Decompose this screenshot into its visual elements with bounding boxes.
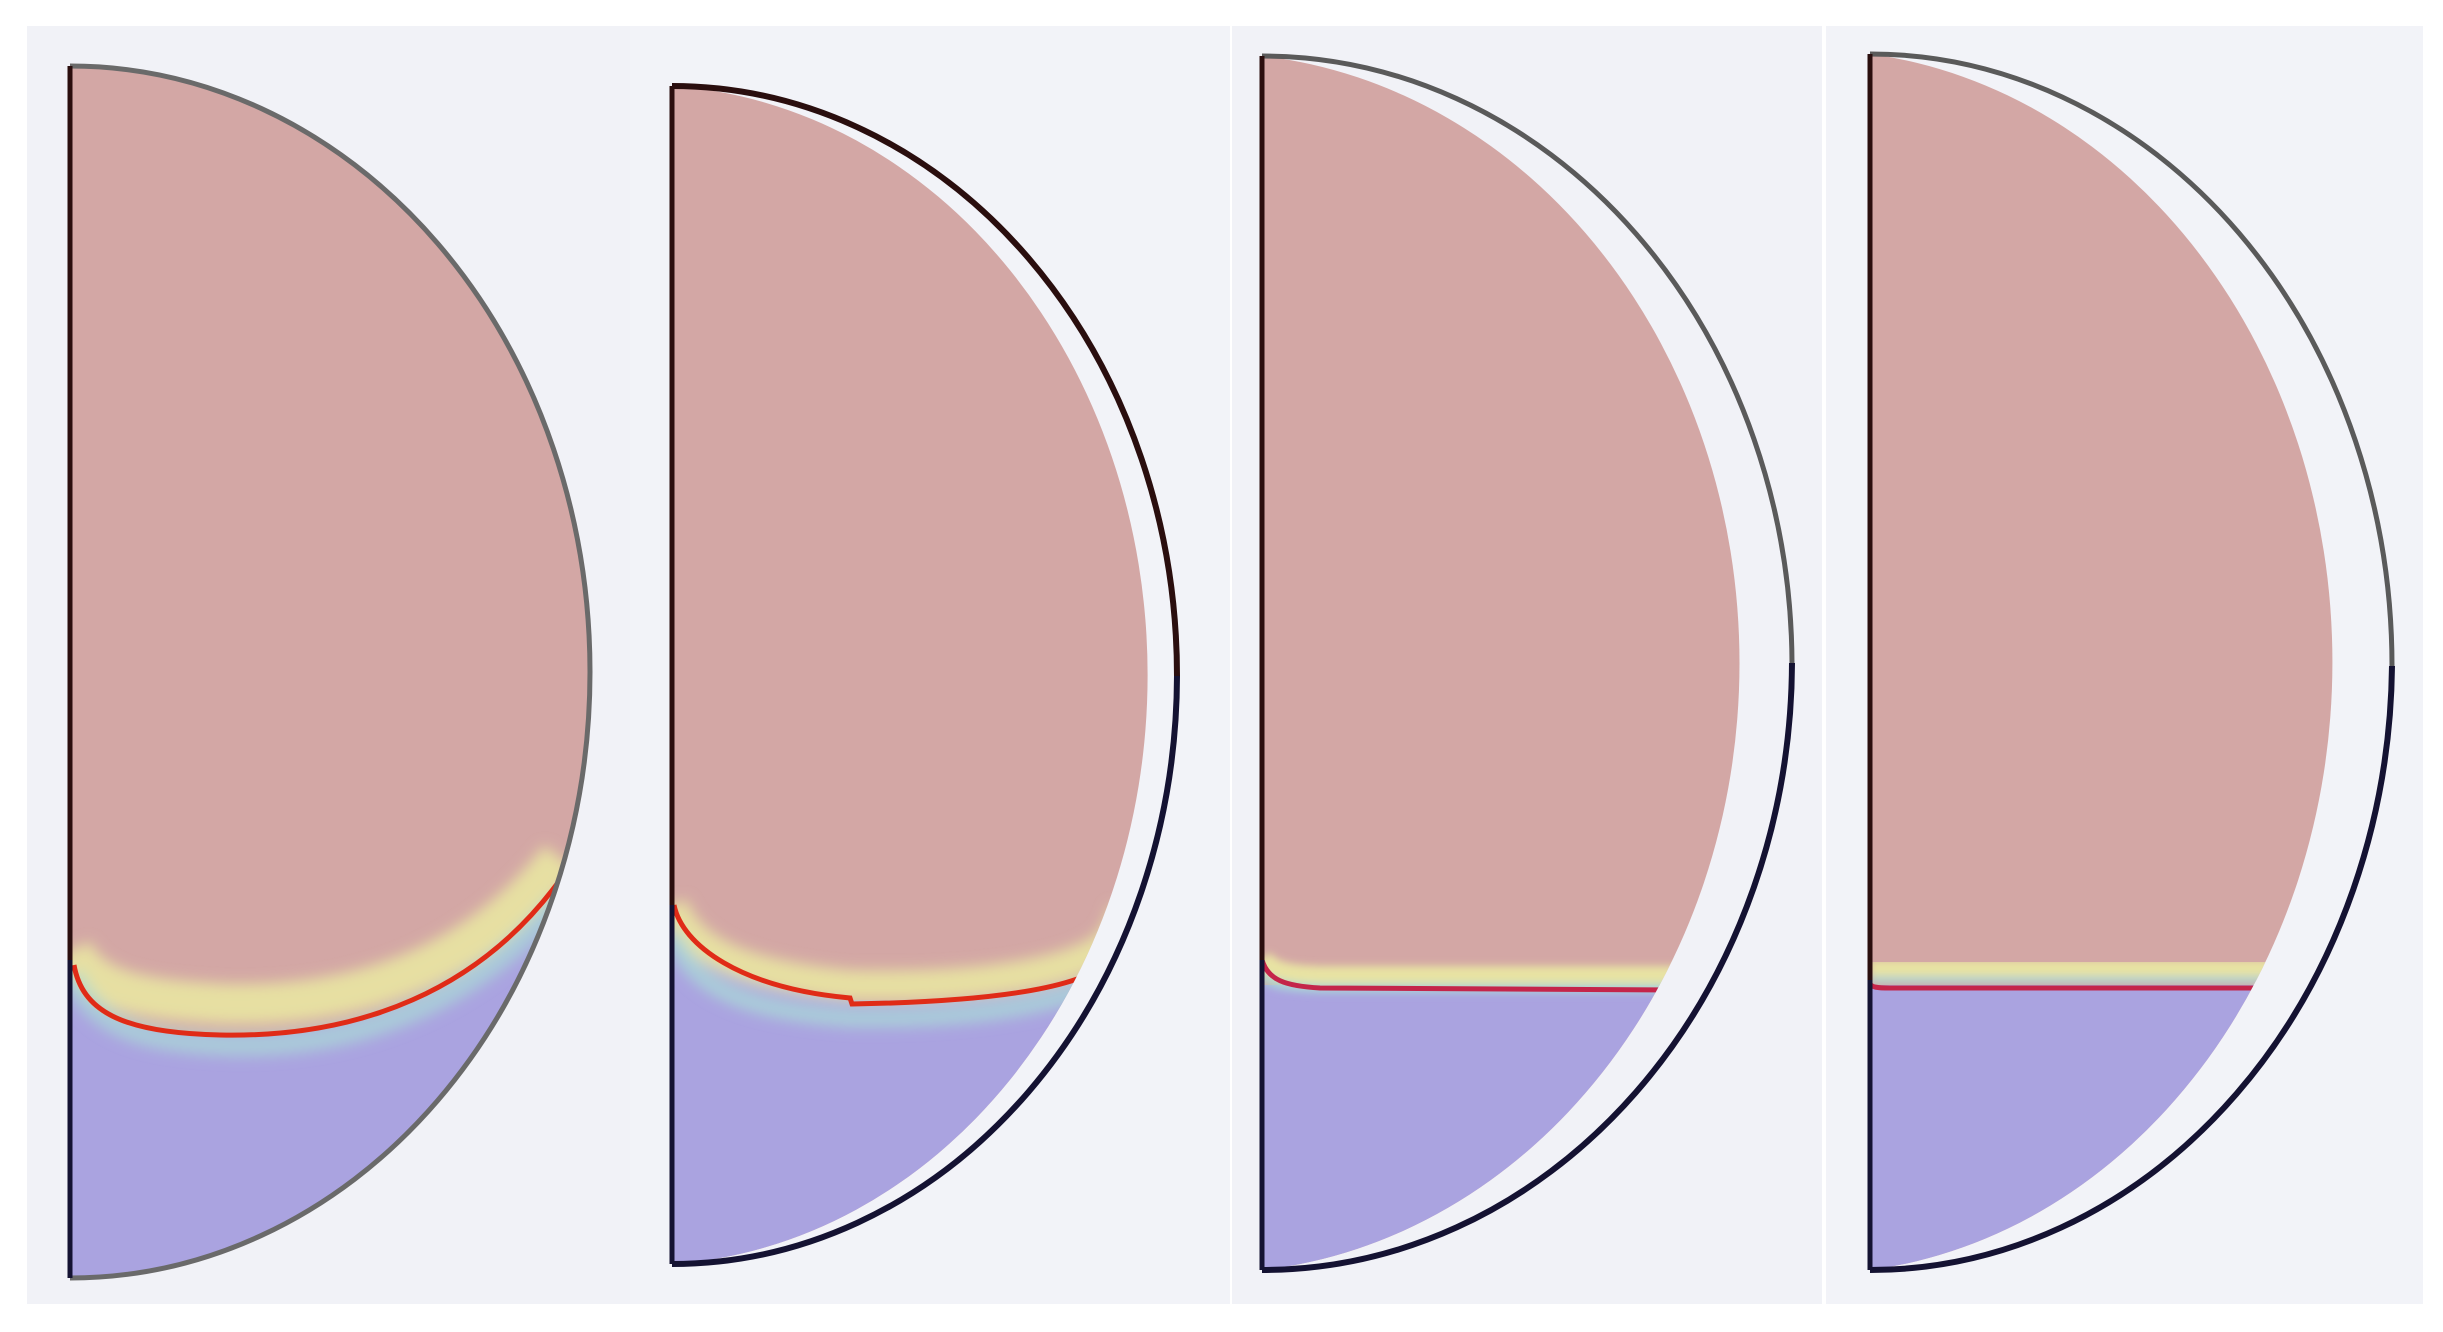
panel-2-diffuse-band-cyan [672, 931, 1115, 1028]
panel-1-interface-line [71, 878, 563, 1038]
panel-4-outline-upper [1869, 51, 2395, 667]
panel-3 [1232, 26, 1822, 1304]
panel-1-outline-lower [69, 671, 593, 1281]
panel-2 [630, 26, 1230, 1304]
panel-1 [27, 26, 631, 1304]
panel-1-outline-upper [69, 63, 593, 673]
panel-1-diffuse-band-cyan [70, 892, 569, 1057]
panel-2-outline-lower [671, 675, 1180, 1267]
panel-4-outline-lower [1869, 665, 2395, 1273]
panel-4 [1826, 26, 2423, 1304]
panel-3-outline-lower [1261, 662, 1795, 1273]
panel-1-diffuse-band-yellow [70, 845, 576, 1025]
panel-2-outline-upper [671, 83, 1180, 677]
panel-3-outline-upper [1261, 53, 1795, 664]
